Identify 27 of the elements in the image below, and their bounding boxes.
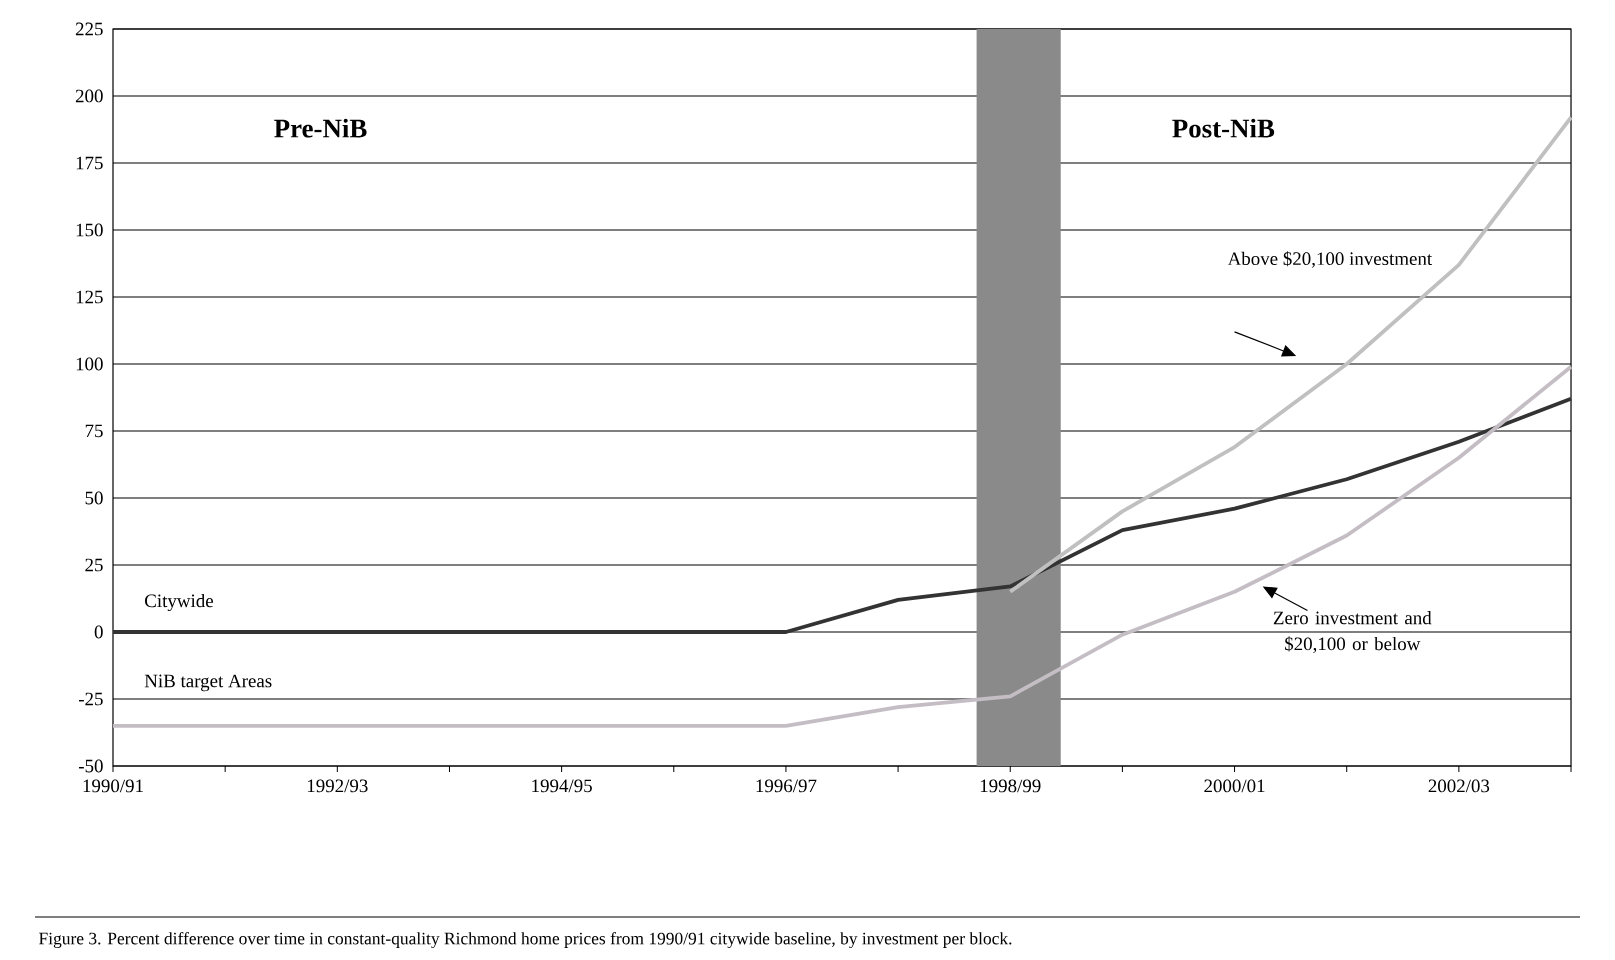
y-tick-label: -50: [78, 759, 103, 773]
series-label: Citywide: [145, 593, 213, 612]
y-tick-label: 0: [94, 625, 103, 639]
x-tick-label: 1998/99: [980, 779, 1041, 793]
y-tick-label: 25: [85, 558, 103, 572]
annotation: Post-NiB: [1172, 118, 1275, 138]
y-tick-label: 125: [76, 290, 103, 304]
line-series: [1008, 115, 1573, 594]
x-tick-label: 1994/95: [532, 779, 592, 793]
y-tick-label: 100: [76, 357, 103, 371]
x-tick-label: 1992/93: [307, 779, 368, 793]
x-tick-label: 1996/97: [756, 779, 817, 793]
x-tick-label: 1990/91: [83, 779, 143, 793]
y-tick-label: 225: [75, 22, 103, 36]
x-tick-label: 2002/03: [1428, 779, 1490, 793]
y-tick-label: 50: [85, 491, 103, 505]
y-tick-label: 200: [75, 89, 103, 103]
series-label: Above $20,100 investment: [1227, 251, 1433, 268]
annotation: Pre-NiB: [274, 118, 367, 138]
series-label: NiB target Areas: [144, 674, 272, 692]
annotation: Zero investment and $20,100 or below: [1273, 611, 1432, 653]
y-tick-label: 75: [85, 424, 103, 438]
caption: Figure 3. Percent difference over time in constant-quality Richmond home prices from 1990/91 citywide baseline, by investment per block.: [39, 931, 1012, 949]
y-tick-label: -25: [78, 692, 103, 706]
y-tick-label: 175: [76, 156, 103, 170]
x-tick-label: 2000/01: [1204, 779, 1265, 793]
y-tick-label: 150: [76, 223, 103, 237]
